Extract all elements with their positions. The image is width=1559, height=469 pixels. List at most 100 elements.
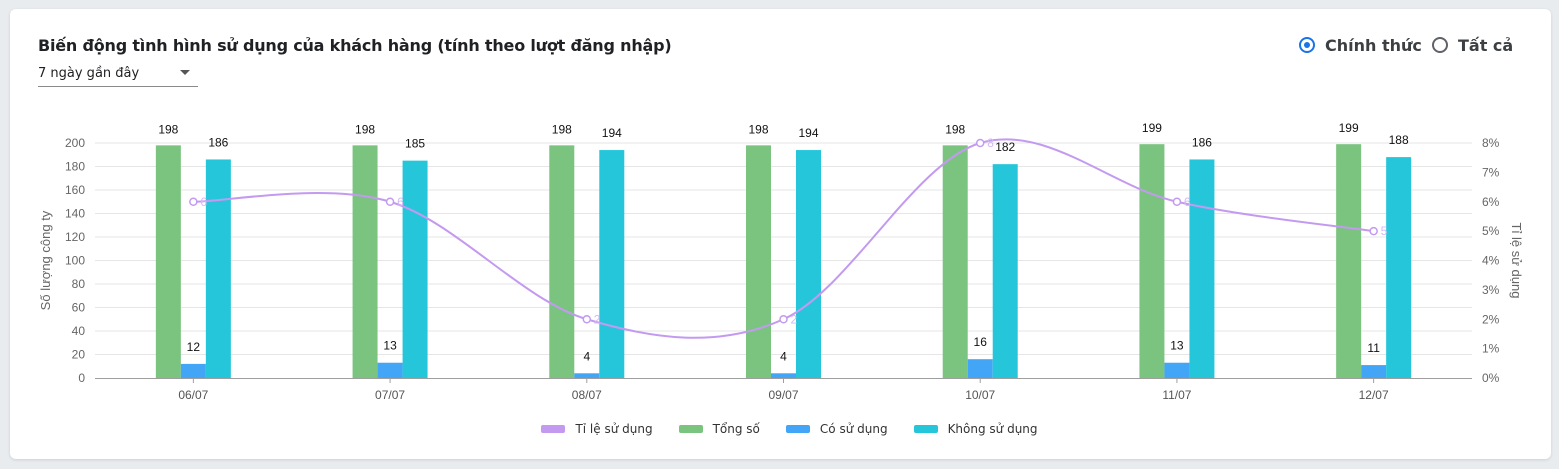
y2-tick-label: 0% <box>1482 371 1500 385</box>
bar-unused <box>402 160 428 378</box>
radio-checked-icon <box>1299 37 1315 53</box>
rate-point <box>1172 197 1182 206</box>
legend-item-used[interactable]: Có sử dụng <box>785 422 888 436</box>
rate-value-label: 8 <box>987 136 994 150</box>
rate-point <box>1369 226 1378 236</box>
bar-value-label: 198 <box>945 122 965 136</box>
legend-label-used: Có sử dụng <box>819 422 888 436</box>
bar-total <box>1139 144 1165 378</box>
bar-value-label: 13 <box>383 339 397 353</box>
y2-tick-label: 3% <box>1482 283 1500 297</box>
bar-value-label: 4 <box>583 349 590 363</box>
y2-tick-label: 4% <box>1482 254 1500 268</box>
bar-unused <box>1386 157 1412 378</box>
bar-used <box>574 373 600 378</box>
legend-label-total: Tổng số <box>712 422 760 436</box>
y-tick-label: 120 <box>65 230 85 244</box>
bar-value-label: 16 <box>974 335 988 349</box>
y-tick-label: 140 <box>65 207 85 221</box>
rate-value-label: 6 <box>200 195 207 209</box>
rate-value-label: 6 <box>1184 195 1191 209</box>
y-tick-label: 40 <box>72 324 86 338</box>
legend-swatch-rate <box>541 425 566 433</box>
y2-tick-label: 7% <box>1482 165 1500 179</box>
bar-unused <box>205 159 231 378</box>
bar-unused <box>1189 159 1215 378</box>
period-select[interactable]: 7 ngày gần đây <box>38 62 198 87</box>
legend-item-unused[interactable]: Không sử dụng <box>913 422 1038 436</box>
bar-value-label: 186 <box>208 135 228 149</box>
bar-value-label: 199 <box>1142 121 1162 135</box>
rate-value-label: 2 <box>594 312 601 326</box>
chart-title: Biến động tình hình sử dụng của khách hà… <box>38 36 672 55</box>
bar-total <box>1336 144 1362 378</box>
y-tick-label: 60 <box>72 301 86 315</box>
legend-swatch-unused <box>913 425 938 433</box>
chart-card <box>10 9 1551 459</box>
legend-label-unused: Không sử dụng <box>947 422 1038 436</box>
legend-item-rate[interactable]: Tỉ lệ sử dụng <box>541 422 653 436</box>
legend-swatch-total <box>678 425 703 433</box>
radio-label-tat-ca: Tất cả <box>1458 35 1514 55</box>
bar-total <box>549 145 575 378</box>
x-tick-label: 06/07 <box>178 388 208 402</box>
bar-used <box>180 363 206 378</box>
radio-label-chinh-thuc: Chính thức <box>1325 35 1422 55</box>
bar-value-label: 194 <box>602 126 622 140</box>
bar-value-label: 182 <box>995 140 1015 154</box>
bar-total <box>746 145 771 378</box>
x-tick-label: 12/07 <box>1359 388 1389 402</box>
y2-axis-title: Tỉ lệ sử dụng <box>1509 223 1524 299</box>
bar-used <box>967 359 993 378</box>
bar-used <box>1361 365 1387 378</box>
bar-value-label: 12 <box>187 340 201 354</box>
chart-legend: Tỉ lệ sử dụng Tổng số Có sử dụng Không s… <box>0 422 1559 436</box>
rate-point <box>189 197 198 206</box>
x-tick-label: 07/07 <box>375 388 405 402</box>
y-tick-label: 180 <box>65 160 85 174</box>
y-tick-label: 0 <box>78 371 85 385</box>
rate-point <box>779 315 788 324</box>
x-tick-label: 08/07 <box>572 388 602 402</box>
legend-item-total[interactable]: Tổng số <box>678 422 760 436</box>
y-axis-title: Số lượng công ty <box>38 210 53 310</box>
legend-label-rate: Tỉ lệ sử dụng <box>575 422 653 436</box>
rate-value-label: 2 <box>791 312 798 326</box>
x-tick-label: 09/07 <box>768 388 798 402</box>
radio-tat-ca[interactable]: Tất cả <box>1432 34 1513 56</box>
y2-tick-label: 5% <box>1482 224 1500 238</box>
y-tick-label: 160 <box>65 183 85 197</box>
bar-total <box>352 145 378 378</box>
y-tick-label: 100 <box>65 254 85 268</box>
y-tick-label: 20 <box>72 348 86 362</box>
bar-unused <box>599 150 625 378</box>
y2-tick-label: 2% <box>1482 312 1500 326</box>
bar-value-label: 198 <box>158 122 178 136</box>
bar-used <box>377 362 403 378</box>
rate-point <box>385 197 395 206</box>
bar-total <box>155 145 181 378</box>
bar-unused <box>796 150 821 378</box>
bar-used <box>1164 362 1190 378</box>
rate-point <box>975 138 985 148</box>
bar-value-label: 194 <box>798 126 818 140</box>
period-select-value: 7 ngày gần đây <box>38 66 140 81</box>
bar-value-label: 185 <box>405 137 425 151</box>
bar-value-label: 4 <box>780 349 787 363</box>
x-tick-label: 11/07 <box>1162 388 1191 402</box>
chevron-down-icon <box>180 70 190 75</box>
bar-value-label: 199 <box>1339 121 1359 135</box>
bar-value-label: 13 <box>1170 339 1184 353</box>
radio-unchecked-icon <box>1432 37 1448 53</box>
radio-chinh-thuc[interactable]: Chính thức <box>1299 34 1422 56</box>
rate-point <box>582 315 592 324</box>
rate-value-label: 6 <box>397 195 404 209</box>
rate-value-label: 5 <box>1381 224 1388 238</box>
y-tick-label: 200 <box>65 136 85 150</box>
y-tick-label: 80 <box>72 277 86 291</box>
bar-total <box>942 145 968 378</box>
y2-tick-label: 8% <box>1482 136 1500 150</box>
legend-swatch-used <box>785 425 810 433</box>
bar-value-label: 198 <box>552 122 572 136</box>
